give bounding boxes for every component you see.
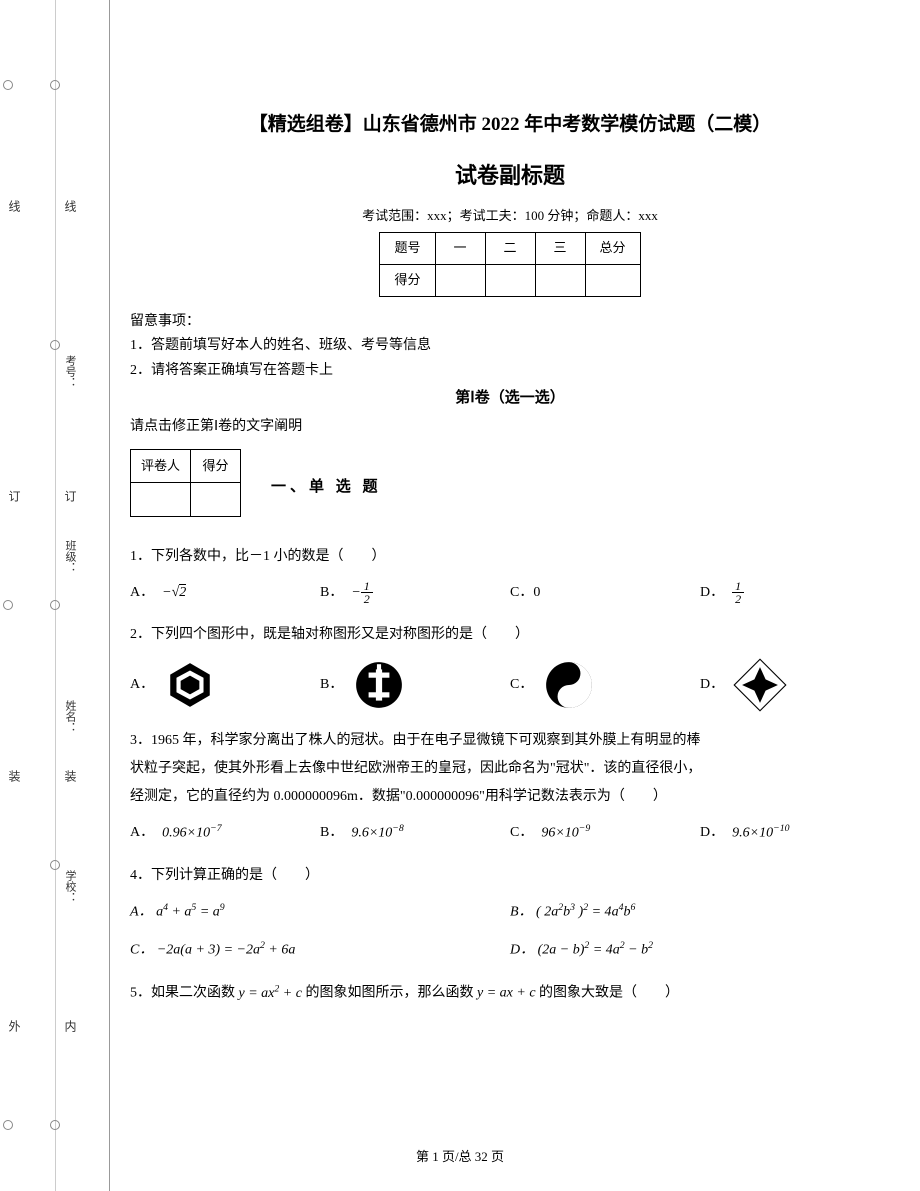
diamond-star-icon [732,657,788,713]
score-header: 一 [435,233,485,265]
punch-hole-icon [50,80,60,90]
punch-hole-icon [3,1120,13,1130]
q3-line2: 状粒子突起，使其外形看上去像中世纪欧洲帝王的皇冠，因此命名为"冠状"．该的直径很… [130,755,890,783]
q1-option-b: B． −12 [320,579,510,607]
q2-option-b: B． [320,657,510,713]
gutter-inner-label: 订 [62,490,79,504]
q3-line3: 经测定，它的直径约为 0.000000096m．数据"0.000000096"用… [130,783,890,811]
section-header: 第Ⅰ卷（选一选） [130,386,890,410]
score-header: 三 [535,233,585,265]
question-5: 5．如果二次函数 y = ax2 + c 的图象如图所示，那么函数 y = ax… [130,979,890,1008]
q3-option-b: B． 9.6×10−8 [320,819,510,848]
score-header: 题号 [380,233,435,265]
gutter-outer-label: 订 [6,490,23,504]
question-type: 一、单 选 题 [271,475,382,499]
q1-option-d: D． 12 [700,579,890,607]
student-field-examno: 考号： [62,355,78,388]
punch-hole-icon [50,340,60,350]
abc-bank-icon [351,657,407,713]
q5-part2: 的图象如图所示，那么函数 [305,986,473,1001]
score-cell [485,265,535,297]
punch-hole-icon [50,600,60,610]
q3-option-a: A． 0.96×10−7 [130,819,320,848]
exam-title: 【精选组卷】山东省德州市 2022 年中考数学模仿试题（二模） [130,110,890,140]
q1-option-a: A． −√2 [130,579,320,607]
q5-part1: 5．如果二次函数 [130,986,235,1001]
notes-block: 留意事项： 1．答题前填写好本人的姓名、班级、考号等信息 2．请将答案正确填写在… [130,311,890,382]
section-subtext: 请点击修正第Ⅰ卷的文字阐明 [130,416,890,438]
math-neg-sqrt2: −√2 [162,579,186,607]
gutter-outer-label: 装 [6,770,23,784]
exam-content: 【精选组卷】山东省德州市 2022 年中考数学模仿试题（二模） 试卷副标题 考试… [130,110,890,1008]
student-field-school: 学校： [62,870,78,903]
gutter-divider [55,0,56,1191]
q4-option-a: A． a4 + a5 = a9 [130,898,510,927]
q2-option-d: D． [700,657,890,713]
q4-option-c: C． −2a(a + 3) = −2a2 + 6a [130,936,510,965]
question-1: 1．下列各数中，比－1 小的数是（ ） A． −√2 B． −12 C．0 D．… [130,543,890,607]
grader-header: 得分 [191,449,241,483]
q2-option-a: A． [130,657,320,713]
punch-hole-icon [3,80,13,90]
q4-option-d: D． (2a − b)2 = 4a2 − b2 [510,936,890,965]
q3-option-d: D． 9.6×10−10 [700,819,890,848]
q1-option-c: C．0 [510,579,700,607]
student-field-name: 姓名： [62,700,78,733]
notes-line: 1．答题前填写好本人的姓名、班级、考号等信息 [130,335,890,357]
notes-line: 2．请将答案正确填写在答题卡上 [130,360,890,382]
q5-formula1: y = ax2 + c [239,986,306,1001]
score-cell [535,265,585,297]
q1-text: 1．下列各数中，比－1 小的数是（ ） [130,543,890,571]
math-neg-half: −12 [351,579,372,607]
q5-formula2: y = ax + c [477,986,539,1001]
grader-cell [191,483,241,517]
punch-hole-icon [50,860,60,870]
q4-option-b: B． ( 2a2b3 )2 = 4a4b6 [510,898,890,927]
gutter-outer-label: 线 [6,200,23,214]
yin-yang-icon [541,657,597,713]
q3-option-c: C． 96×10−9 [510,819,700,848]
question-type-row: 评卷人 得分 一、单 选 题 [130,445,890,530]
gutter-outer-label: 外 [6,1020,23,1034]
q2-text: 2．下列四个图形中，既是轴对称图形又是对称图形的是（ ） [130,621,890,649]
gutter-inner-label: 线 [62,200,79,214]
punch-hole-icon [50,1120,60,1130]
binding-gutter [0,0,110,1191]
notes-title: 留意事项： [130,311,890,333]
grader-table: 评卷人 得分 [130,449,241,518]
question-3: 3．1965 年，科学家分离出了株人的冠状。由于在电子显微镜下可观察到其外膜上有… [130,727,890,848]
score-cell [435,265,485,297]
score-cell [585,265,640,297]
page-footer: 第 1 页/总 32 页 [0,1146,920,1165]
grader-header: 评卷人 [131,449,191,483]
exam-info: 考试范围：xxx；考试工夫：100 分钟；命题人：xxx [130,206,890,227]
gutter-inner-label: 装 [62,770,79,784]
question-2: 2．下列四个图形中，既是轴对称图形又是对称图形的是（ ） A． B． [130,621,890,713]
score-table: 题号 一 二 三 总分 得分 [379,232,640,297]
score-row-label: 得分 [380,265,435,297]
punch-hole-icon [3,600,13,610]
q4-text: 4．下列计算正确的是（ ） [130,862,890,890]
q3-line1: 3．1965 年，科学家分离出了株人的冠状。由于在电子显微镜下可观察到其外膜上有… [130,727,890,755]
q2-option-c: C． [510,657,700,713]
gutter-inner-label: 内 [62,1020,79,1034]
q5-part3: 的图象大致是（ ） [539,986,679,1001]
question-4: 4．下列计算正确的是（ ） A． a4 + a5 = a9 B． ( 2a2b3… [130,862,890,965]
math-half: 12 [732,579,744,607]
score-header: 总分 [585,233,640,265]
exam-subtitle: 试卷副标题 [130,158,890,193]
grader-cell [131,483,191,517]
student-field-class: 班级： [62,540,78,573]
hexagon-knot-icon [162,657,218,713]
score-header: 二 [485,233,535,265]
